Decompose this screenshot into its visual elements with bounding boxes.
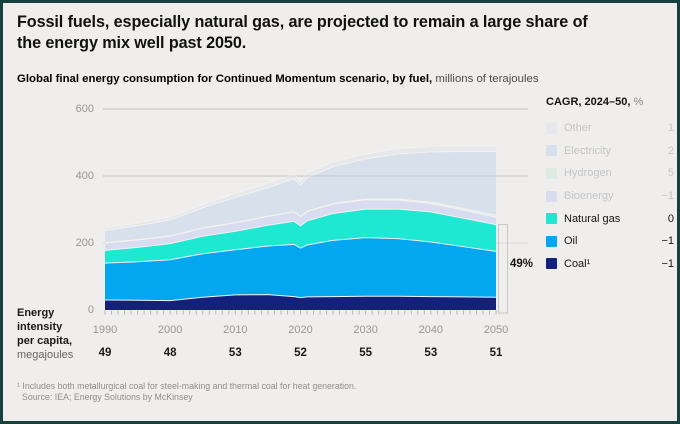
legend-item-bioenergy: Bioenergy −1: [546, 185, 674, 208]
legend-label-bioenergy: Bioenergy: [564, 190, 614, 203]
intensity-value-2020: 52: [294, 347, 307, 359]
legend-item-oil: Oil −1: [546, 230, 674, 253]
legend-label-oil: Oil: [564, 235, 578, 248]
legend-cagr-coal: −1: [661, 257, 674, 270]
legend-rows: Other 1 Electricity 2 Hydrogen 5 Bioenergy −1 Na…: [546, 117, 674, 275]
footnotes: ¹ Includes both metallurgical coal for s…: [17, 381, 356, 403]
layer-edge-oil: [104, 237, 497, 264]
area-layer-natural-gas: [105, 209, 496, 264]
legend-swatch-bioenergy: [546, 190, 557, 202]
x-axis-label-2020: 2020: [288, 324, 313, 336]
fossil-share-label: 49%: [510, 258, 534, 270]
legend-header-unit: %: [630, 96, 644, 108]
intensity-value-2010: 53: [228, 347, 242, 359]
legend-cagr-natural-gas: 0: [667, 212, 674, 225]
intensity-label-unit: megajoules: [17, 349, 74, 361]
x-axis-label-2030: 2030: [353, 324, 378, 336]
layer-edge-other: [104, 145, 496, 229]
y-axis-label-600: 600: [75, 102, 94, 115]
legend-swatch-oil: [546, 235, 557, 247]
legend-label-coal: Coal¹: [564, 257, 591, 270]
stacked-area-chart: [103, 108, 528, 315]
legend-item-electricity: Electricity 2: [546, 140, 674, 163]
intensity-label-line-2: intensity: [17, 321, 63, 333]
legend: CAGR, 2024–50, % Other 1 Electricity 2 Hydro…: [546, 96, 674, 275]
legend-item-coal: Coal¹ −1: [546, 253, 674, 276]
area-layer-coal: [105, 294, 496, 310]
legend-swatch-electricity: [546, 145, 557, 157]
area-layer-oil: [105, 237, 496, 301]
chart-subtitle: Global final energy consumption for Cont…: [17, 72, 667, 86]
fossil-share-bracket: [498, 224, 508, 314]
layer-edge-electricity: [104, 151, 496, 232]
exhibit-title: Fossil fuels, especially natural gas, ar…: [17, 12, 657, 54]
area-layer-bioenergy: [105, 199, 496, 251]
x-axis-label-2040: 2040: [418, 324, 444, 336]
y-axis-label-200: 200: [75, 236, 94, 249]
x-axis-label-1990: 1990: [92, 324, 118, 336]
legend-cagr-bioenergy: −1: [661, 190, 674, 203]
legend-label-hydrogen: Hydrogen: [564, 167, 612, 180]
legend-label-electricity: Electricity: [564, 144, 612, 157]
legend-cagr-oil: −1: [661, 235, 674, 248]
title-line-2: the energy mix well past 2050.: [17, 34, 247, 52]
intensity-label-line-1: Energy: [17, 307, 55, 319]
footnote-source: Source: IEA; Energy Solutions by McKinse…: [22, 392, 193, 402]
intensity-value-2000: 48: [163, 347, 177, 359]
chart-subtitle-unit: millions of terajoules: [432, 73, 539, 85]
y-axis-label-0: 0: [87, 303, 94, 316]
energy-intensity-label: Energy intensity per capita, megajoules: [17, 306, 73, 362]
chart-subtitle-main: Global final energy consumption for Cont…: [17, 73, 433, 85]
y-axis-label-400: 400: [75, 169, 94, 182]
layer-edge-coal: [104, 294, 497, 302]
intensity-value-2050: 51: [489, 347, 503, 359]
title-line-1: Fossil fuels, especially natural gas, ar…: [17, 13, 588, 31]
intensity-value-1990: 49: [98, 347, 112, 359]
legend-cagr-hydrogen: 5: [667, 167, 674, 180]
legend-item-other: Other 1: [546, 117, 674, 140]
intensity-value-2030: 55: [359, 347, 373, 359]
legend-cagr-other: 1: [667, 122, 674, 135]
legend-item-natural-gas: Natural gas 0: [546, 207, 674, 230]
legend-swatch-natural-gas: [546, 213, 557, 225]
intensity-label-line-3: per capita,: [17, 335, 73, 347]
x-axis-label-2050: 2050: [483, 324, 509, 336]
layer-edge-natural-gas: [104, 208, 497, 251]
legend-label-other: Other: [564, 122, 592, 135]
area-layer-electricity: [105, 151, 496, 243]
legend-header: CAGR, 2024–50, %: [546, 96, 674, 109]
legend-cagr-electricity: 2: [667, 144, 674, 157]
legend-swatch-hydrogen: [546, 167, 557, 179]
legend-header-title: CAGR, 2024–50,: [546, 96, 631, 108]
x-axis-label-2010: 2010: [223, 324, 248, 336]
legend-item-hydrogen: Hydrogen 5: [546, 162, 674, 185]
legend-swatch-coal: [546, 258, 557, 270]
legend-label-natural-gas: Natural gas: [564, 212, 621, 225]
x-axis-label-2000: 2000: [157, 324, 183, 336]
legend-swatch-other: [546, 122, 557, 134]
footnote-1: ¹ Includes both metallurgical coal for s…: [17, 381, 357, 391]
layer-edge-hydrogen: [104, 198, 497, 244]
y-axis-labels: 0 200 400 600: [50, 100, 94, 322]
intensity-value-2040: 53: [424, 347, 438, 359]
